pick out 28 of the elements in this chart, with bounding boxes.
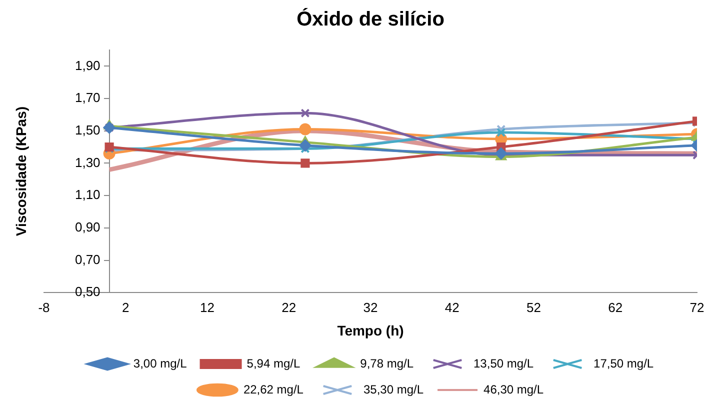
- x-tick-label: 42: [444, 300, 460, 315]
- legend-label: 46,30 mg/L: [484, 382, 544, 396]
- y-axis-title: Viscosidade (KPas): [12, 106, 29, 236]
- x-axis-title: Tempo (h): [337, 322, 404, 338]
- y-tick-label: 1,50: [74, 122, 100, 138]
- x-tick-label: 62: [608, 300, 623, 315]
- x-tick-label: 12: [200, 300, 214, 315]
- legend-label: 22,62 mg/L: [243, 382, 304, 396]
- x-tick-label: 2: [122, 300, 130, 315]
- legend-label: 35,30 mg/L: [363, 382, 424, 396]
- legend-label: 9,78 mg/L: [360, 356, 414, 370]
- y-tick-label: 1,70: [74, 90, 100, 106]
- legend-label: 17,50 mg/L: [594, 356, 654, 370]
- y-tick-label: 0,70: [74, 252, 100, 267]
- y-tick-label: 1,90: [74, 58, 100, 73]
- x-tick-label: 22: [282, 300, 296, 315]
- legend-label: 5,94 mg/L: [246, 356, 300, 370]
- chart-title: Óxido de silício: [296, 8, 444, 31]
- y-tick-label: 1,10: [74, 187, 100, 202]
- legend-label: 13,50 mg/L: [474, 356, 534, 370]
- x-tick-label: 32: [363, 300, 378, 315]
- x-tick-label: -8: [38, 300, 50, 315]
- x-tick-label: 52: [526, 300, 541, 315]
- y-tick-label: 0,50: [74, 284, 100, 300]
- y-tick-label: 0,90: [74, 219, 100, 234]
- y-tick-label: 1,30: [74, 154, 100, 170]
- x-tick-label: 72: [690, 300, 704, 315]
- legend-label: 3,00 mg/L: [133, 356, 188, 370]
